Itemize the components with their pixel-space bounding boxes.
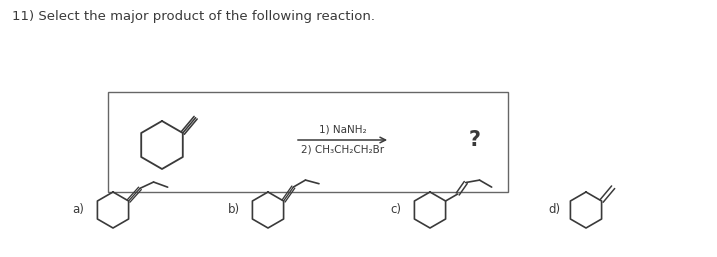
Text: 2) CH₃CH₂CH₂Br: 2) CH₃CH₂CH₂Br xyxy=(301,145,384,155)
Text: b): b) xyxy=(228,204,240,216)
Text: ?: ? xyxy=(469,130,481,150)
Text: 1) NaNH₂: 1) NaNH₂ xyxy=(318,124,366,134)
Text: c): c) xyxy=(390,204,401,216)
Text: a): a) xyxy=(72,204,84,216)
Text: d): d) xyxy=(548,204,560,216)
Text: 11) Select the major product of the following reaction.: 11) Select the major product of the foll… xyxy=(12,10,375,23)
Bar xyxy=(108,92,508,192)
